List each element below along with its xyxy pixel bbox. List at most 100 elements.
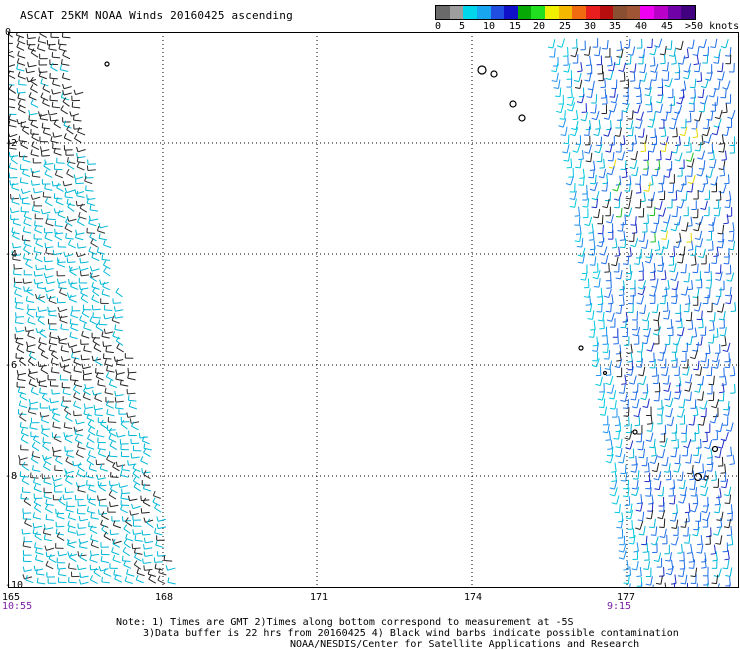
wind-barb [89,316,93,322]
wind-barb [69,282,78,285]
wind-barb [715,278,721,281]
wind-barb [627,479,630,489]
wind-barb [21,461,26,467]
wind-barb [661,245,665,255]
wind-barb [610,302,612,312]
wind-barb [724,206,730,208]
wind-barb [647,423,653,425]
wind-barb [90,538,99,543]
wind-barb [65,470,74,474]
wind-barb [682,398,686,408]
wind-barb [722,134,728,137]
wind-barb [92,290,100,297]
wind-barb [13,273,22,276]
wind-barb [611,502,617,505]
wind-barb [700,544,704,554]
wind-barb [28,109,31,115]
wind-barb [67,206,75,212]
wind-barb [101,515,109,521]
wind-barb [59,308,68,313]
wind-barb [93,347,102,353]
wind-barb [123,542,131,549]
wind-barb [104,316,113,320]
wind-barb [670,582,677,585]
wind-barb [76,232,85,235]
wind-barb [30,99,34,105]
wind-barb [154,563,157,569]
wind-barb [653,263,656,273]
x-axis-label: 168 [155,592,174,603]
wind-barb [89,204,92,210]
wind-barb [715,551,718,561]
wind-barb [716,125,720,135]
wind-barb [69,318,72,324]
wind-barb [592,350,598,352]
wind-barb [598,278,601,288]
wind-barb [86,479,88,486]
wind-barb [674,512,678,522]
wind-barb [617,158,623,161]
wind-barb [115,336,120,342]
wind-barb [716,246,719,256]
wind-barb [62,101,70,107]
wind-barb [671,117,677,121]
wind-barb [65,475,69,481]
wind-barb [103,244,112,249]
wind-barb [574,198,577,208]
legend-label: 15 [509,21,522,32]
wind-barb [37,298,46,304]
wind-barb [665,286,668,296]
wind-barb [45,560,49,566]
wind-barb [627,255,630,265]
wind-barb [87,163,97,165]
wind-barb [70,327,79,332]
wind-barb [572,118,578,121]
wind-barb [651,38,653,48]
wind-barb [72,350,81,354]
wind-barb [720,45,726,49]
wind-barb [661,509,666,519]
wind-barb [68,563,70,569]
wind-barb [74,384,83,388]
wind-barb [560,103,564,113]
wind-barb [717,118,722,128]
wind-barb [147,569,151,575]
wind-barb [703,140,709,144]
wind-barb [616,359,622,362]
wind-barb [22,532,31,535]
wind-barb [590,88,594,98]
wind-barb [691,167,693,177]
wind-barb [9,207,12,213]
wind-barb [58,496,63,502]
wind-barb [66,203,75,207]
wind-barb [642,280,647,290]
wind-barb [631,143,637,145]
wind-barb [594,104,597,114]
wind-barb [103,328,106,334]
wind-barb [582,168,585,178]
wind-barb [660,103,663,113]
wind-barb [88,488,97,493]
wind-barb [670,103,672,113]
wind-barb [618,461,624,464]
wind-barb [42,461,47,467]
wind-barb [565,126,568,136]
wind-barb [45,218,48,224]
wind-barb [70,323,73,329]
wind-barb [624,160,627,170]
wind-barb [69,344,78,348]
wind-barb [680,318,683,328]
wind-barb [695,245,701,248]
wind-barb [52,56,61,59]
island-outline [509,100,517,108]
wind-barb [117,434,126,438]
wind-barb [39,113,42,119]
wind-barb [714,414,718,424]
wind-barb [30,48,35,54]
wind-barb [53,123,62,129]
wind-barb [26,286,30,292]
wind-barb [570,88,573,98]
wind-barb [45,503,54,506]
wind-barb [121,488,123,494]
wind-barb [17,71,21,77]
